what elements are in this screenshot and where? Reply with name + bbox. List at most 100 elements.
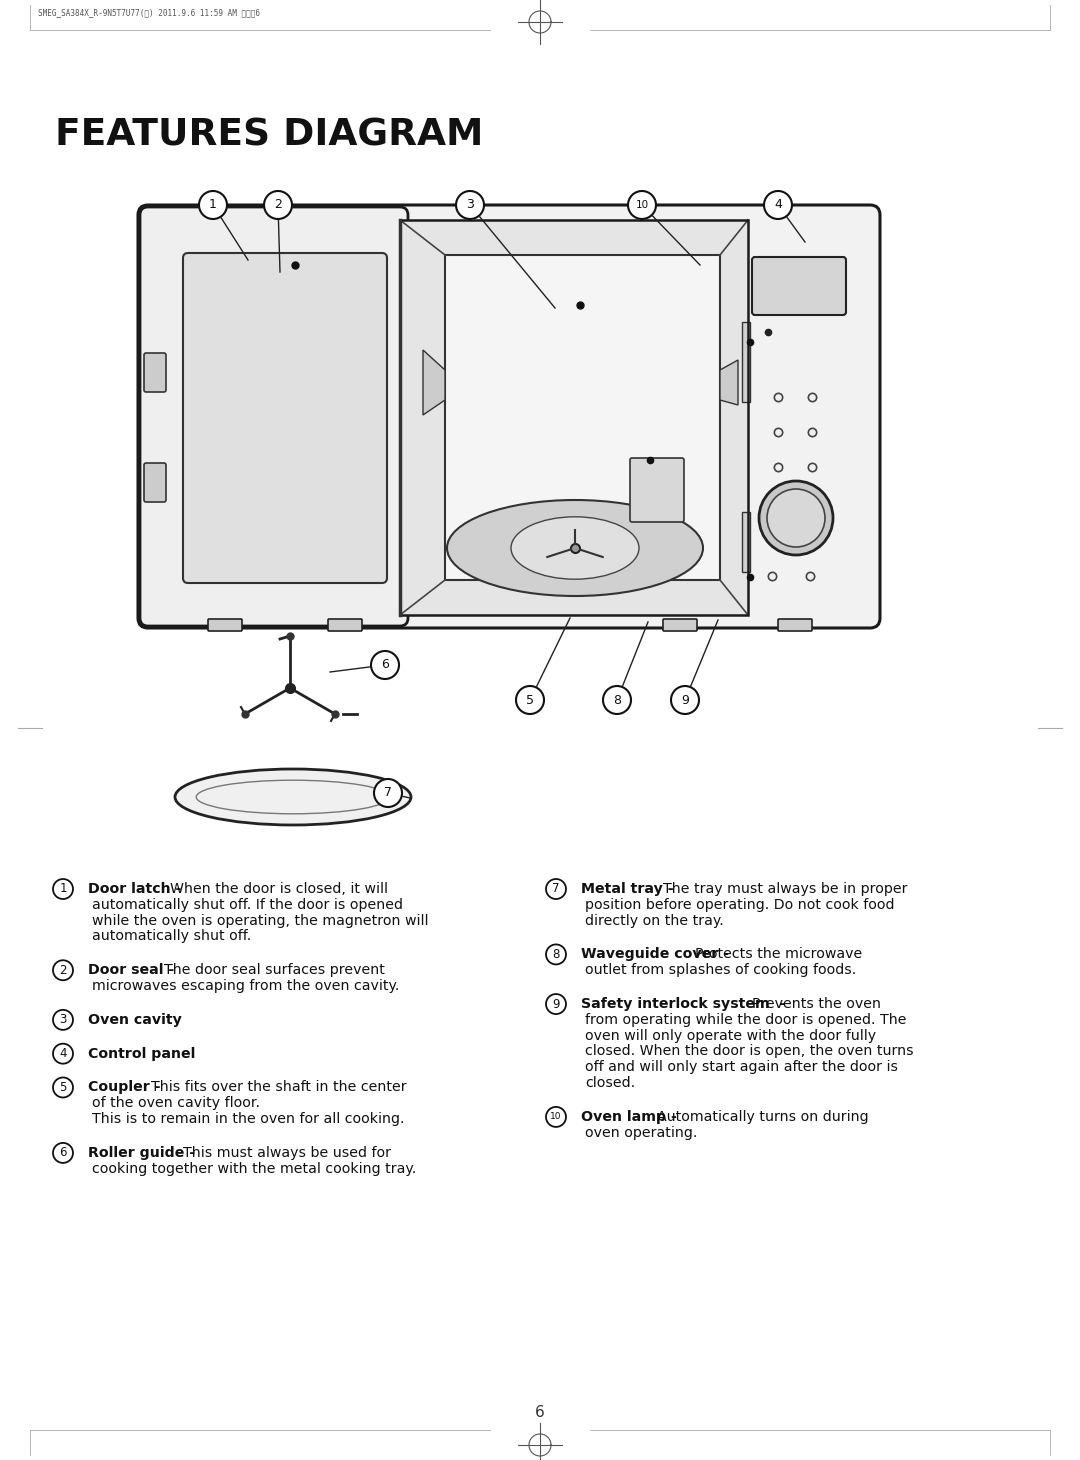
Bar bbox=[742, 512, 750, 572]
Circle shape bbox=[53, 879, 73, 899]
Ellipse shape bbox=[759, 480, 833, 555]
Text: Prevents the oven: Prevents the oven bbox=[752, 997, 881, 1010]
Bar bbox=[742, 323, 750, 402]
Text: from operating while the door is opened. The: from operating while the door is opened.… bbox=[585, 1013, 906, 1026]
Circle shape bbox=[627, 191, 656, 219]
Text: 4: 4 bbox=[59, 1047, 67, 1060]
Text: Automatically turns on during: Automatically turns on during bbox=[657, 1110, 868, 1124]
FancyBboxPatch shape bbox=[328, 619, 362, 631]
Text: Door latch -: Door latch - bbox=[87, 882, 186, 896]
Text: 4: 4 bbox=[774, 199, 782, 212]
Bar bbox=[400, 220, 748, 615]
Text: 10: 10 bbox=[635, 200, 649, 210]
Text: outlet from splashes of cooking foods.: outlet from splashes of cooking foods. bbox=[585, 964, 856, 977]
Text: This must always be used for: This must always be used for bbox=[183, 1146, 391, 1159]
FancyBboxPatch shape bbox=[630, 458, 684, 523]
Text: This fits over the shaft in the center: This fits over the shaft in the center bbox=[151, 1080, 407, 1095]
FancyBboxPatch shape bbox=[752, 257, 846, 315]
FancyBboxPatch shape bbox=[140, 207, 408, 626]
Text: 2: 2 bbox=[274, 199, 282, 212]
Circle shape bbox=[264, 191, 292, 219]
Text: 10: 10 bbox=[550, 1113, 562, 1121]
Ellipse shape bbox=[175, 769, 411, 825]
Text: automatically shut off. If the door is opened: automatically shut off. If the door is o… bbox=[92, 898, 403, 912]
Text: FEATURES DIAGRAM: FEATURES DIAGRAM bbox=[55, 118, 484, 153]
Text: When the door is closed, it will: When the door is closed, it will bbox=[171, 882, 388, 896]
Circle shape bbox=[764, 191, 792, 219]
Text: 6: 6 bbox=[59, 1146, 67, 1159]
Text: 7: 7 bbox=[552, 882, 559, 895]
Text: The door seal surfaces prevent: The door seal surfaces prevent bbox=[164, 964, 384, 977]
Circle shape bbox=[516, 686, 544, 714]
Text: 6: 6 bbox=[535, 1405, 545, 1421]
Text: 6: 6 bbox=[381, 658, 389, 672]
Text: 3: 3 bbox=[59, 1013, 67, 1026]
Text: while the oven is operating, the magnetron will: while the oven is operating, the magnetr… bbox=[92, 914, 429, 927]
Text: oven will only operate with the door fully: oven will only operate with the door ful… bbox=[585, 1029, 876, 1042]
Text: The tray must always be in proper: The tray must always be in proper bbox=[663, 882, 907, 896]
Text: directly on the tray.: directly on the tray. bbox=[585, 914, 724, 927]
Circle shape bbox=[53, 1143, 73, 1164]
Text: Coupler -: Coupler - bbox=[87, 1080, 165, 1095]
Text: 1: 1 bbox=[210, 199, 217, 212]
Bar bbox=[400, 220, 748, 615]
Circle shape bbox=[546, 1107, 566, 1127]
Circle shape bbox=[53, 1077, 73, 1098]
Text: 5: 5 bbox=[526, 694, 534, 707]
Text: Waveguide cover -: Waveguide cover - bbox=[581, 948, 734, 962]
Circle shape bbox=[374, 780, 402, 807]
Text: 9: 9 bbox=[681, 694, 689, 707]
FancyBboxPatch shape bbox=[144, 463, 166, 502]
Text: 7: 7 bbox=[384, 787, 392, 800]
Circle shape bbox=[546, 994, 566, 1015]
Text: position before operating. Do not cook food: position before operating. Do not cook f… bbox=[585, 898, 894, 912]
Text: cooking together with the metal cooking tray.: cooking together with the metal cooking … bbox=[92, 1162, 416, 1175]
Text: closed.: closed. bbox=[585, 1076, 635, 1091]
FancyBboxPatch shape bbox=[778, 619, 812, 631]
FancyBboxPatch shape bbox=[663, 619, 697, 631]
Text: SMEG_SA384X_R-9N5T7U77(중) 2011.9.6 11:59 AM 페이직6: SMEG_SA384X_R-9N5T7U77(중) 2011.9.6 11:59… bbox=[38, 7, 260, 18]
Circle shape bbox=[372, 651, 399, 679]
Ellipse shape bbox=[447, 499, 703, 596]
Text: automatically shut off.: automatically shut off. bbox=[92, 930, 252, 943]
Circle shape bbox=[53, 961, 73, 980]
Text: closed. When the door is open, the oven turns: closed. When the door is open, the oven … bbox=[585, 1044, 914, 1058]
Text: 1: 1 bbox=[59, 882, 67, 895]
Text: of the oven cavity floor.: of the oven cavity floor. bbox=[92, 1096, 260, 1110]
Circle shape bbox=[456, 191, 484, 219]
Text: 8: 8 bbox=[613, 694, 621, 707]
Text: 2: 2 bbox=[59, 964, 67, 977]
Text: Roller guide -: Roller guide - bbox=[87, 1146, 200, 1159]
Text: Metal tray -: Metal tray - bbox=[581, 882, 678, 896]
Polygon shape bbox=[720, 361, 738, 404]
Text: oven operating.: oven operating. bbox=[585, 1126, 698, 1140]
Text: This is to remain in the oven for all cooking.: This is to remain in the oven for all co… bbox=[92, 1113, 405, 1126]
Circle shape bbox=[546, 879, 566, 899]
Text: Door seal -: Door seal - bbox=[87, 964, 179, 977]
Polygon shape bbox=[423, 350, 445, 415]
Bar bbox=[445, 255, 720, 580]
Circle shape bbox=[671, 686, 699, 714]
Text: off and will only start again after the door is: off and will only start again after the … bbox=[585, 1060, 897, 1075]
Text: 9: 9 bbox=[552, 997, 559, 1010]
Circle shape bbox=[603, 686, 631, 714]
Text: Oven cavity: Oven cavity bbox=[87, 1013, 181, 1026]
FancyBboxPatch shape bbox=[183, 253, 387, 583]
Text: 8: 8 bbox=[552, 948, 559, 961]
FancyBboxPatch shape bbox=[208, 619, 242, 631]
Circle shape bbox=[546, 945, 566, 965]
Text: Oven lamp -: Oven lamp - bbox=[581, 1110, 681, 1124]
Ellipse shape bbox=[767, 489, 825, 548]
Text: Safety interlock system  -: Safety interlock system - bbox=[581, 997, 791, 1010]
Circle shape bbox=[199, 191, 227, 219]
Text: 5: 5 bbox=[59, 1080, 67, 1094]
FancyBboxPatch shape bbox=[144, 353, 166, 391]
Text: microwaves escaping from the oven cavity.: microwaves escaping from the oven cavity… bbox=[92, 980, 400, 993]
Ellipse shape bbox=[511, 517, 639, 580]
Circle shape bbox=[53, 1044, 73, 1064]
Text: Control panel: Control panel bbox=[87, 1047, 195, 1060]
Circle shape bbox=[53, 1010, 73, 1029]
Text: Protects the microwave: Protects the microwave bbox=[694, 948, 862, 962]
Text: 3: 3 bbox=[467, 199, 474, 212]
FancyBboxPatch shape bbox=[138, 204, 880, 628]
